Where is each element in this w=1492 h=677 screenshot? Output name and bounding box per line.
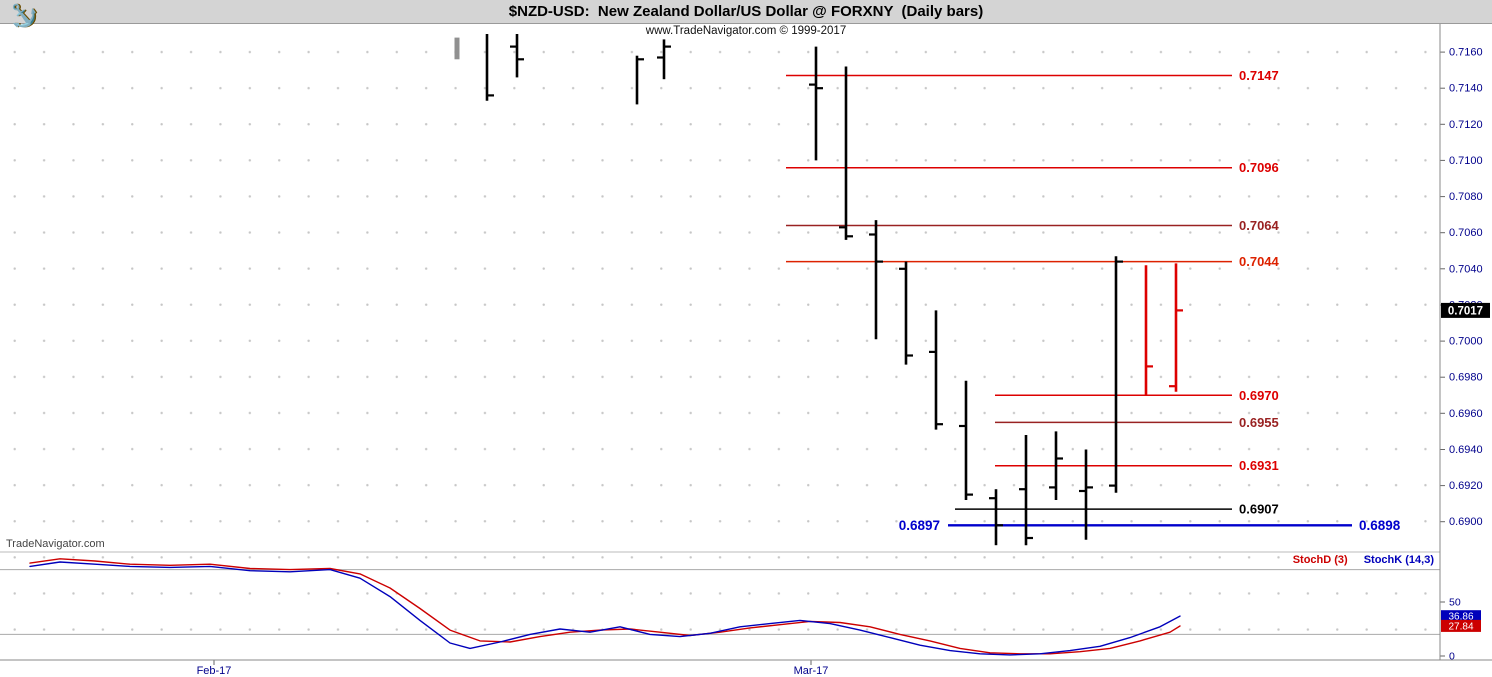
price-tick-label: 0.7080 bbox=[1449, 191, 1483, 203]
stochd-value-badge-value: 27.84 bbox=[1448, 621, 1473, 632]
watermark: TradeNavigator.com bbox=[6, 538, 105, 550]
stochk-line[interactable] bbox=[29, 561, 1181, 656]
chart-subtitle: www.TradeNavigator.com © 1999-2017 bbox=[645, 25, 847, 37]
price-tick-label: 0.6960 bbox=[1449, 408, 1483, 420]
price-tick-label: 0.7060 bbox=[1449, 227, 1483, 239]
level-label: 0.7147 bbox=[1239, 68, 1279, 83]
price-tick-label: 0.7140 bbox=[1449, 83, 1483, 95]
level-label: 0.6907 bbox=[1239, 502, 1279, 517]
price-tick-label: 0.7100 bbox=[1449, 155, 1483, 167]
price-tick-label: 0.7160 bbox=[1449, 47, 1483, 59]
stochk-value-badge bbox=[1441, 610, 1481, 623]
blue-level-label-right: 0.6898 bbox=[1359, 518, 1401, 533]
stoch-legend: StochD (3) StochK (14,3) bbox=[0, 554, 1434, 566]
level-label: 0.6931 bbox=[1239, 458, 1279, 473]
stochd-legend-label[interactable]: StochD (3) bbox=[1292, 554, 1348, 566]
price-tick-label: 0.7000 bbox=[1449, 336, 1483, 348]
price-tick-label: 0.6940 bbox=[1449, 444, 1483, 456]
price-tick-label: 0.7040 bbox=[1449, 263, 1483, 275]
last-price-badge bbox=[1441, 302, 1490, 318]
chart-titlebar: $NZD-USD: New Zealand Dollar/US Dollar @… bbox=[0, 0, 1492, 24]
blue-level-label-left: 0.6897 bbox=[899, 518, 940, 533]
stoch-tick-label: 50 bbox=[1449, 597, 1461, 609]
level-label: 0.6970 bbox=[1239, 388, 1279, 403]
stoch-tick-label: 0 bbox=[1449, 651, 1455, 663]
last-price-badge-value: 0.7017 bbox=[1448, 305, 1483, 317]
chart-title: $NZD-USD: New Zealand Dollar/US Dollar @… bbox=[508, 3, 984, 20]
price-tick-label: 0.6920 bbox=[1449, 480, 1483, 492]
stochd-value-badge bbox=[1441, 619, 1481, 632]
chart-grid-dots bbox=[0, 34, 1440, 660]
stochk-legend-label[interactable]: StochK (14,3) bbox=[1363, 554, 1434, 566]
stochd-line[interactable] bbox=[29, 558, 1181, 655]
price-tick-label: 0.6980 bbox=[1449, 372, 1483, 384]
level-label: 0.7096 bbox=[1239, 160, 1279, 175]
time-axis-label: Mar-17 bbox=[794, 665, 829, 677]
price-tick-label: 0.6900 bbox=[1449, 516, 1483, 528]
time-axis-label: Feb-17 bbox=[197, 665, 232, 677]
price-tick-label: 0.7120 bbox=[1449, 119, 1483, 131]
level-label: 0.7044 bbox=[1239, 254, 1280, 269]
level-label: 0.7064 bbox=[1239, 218, 1280, 233]
level-label: 0.6955 bbox=[1239, 415, 1279, 430]
stochk-value-badge-value: 36.86 bbox=[1448, 612, 1473, 623]
